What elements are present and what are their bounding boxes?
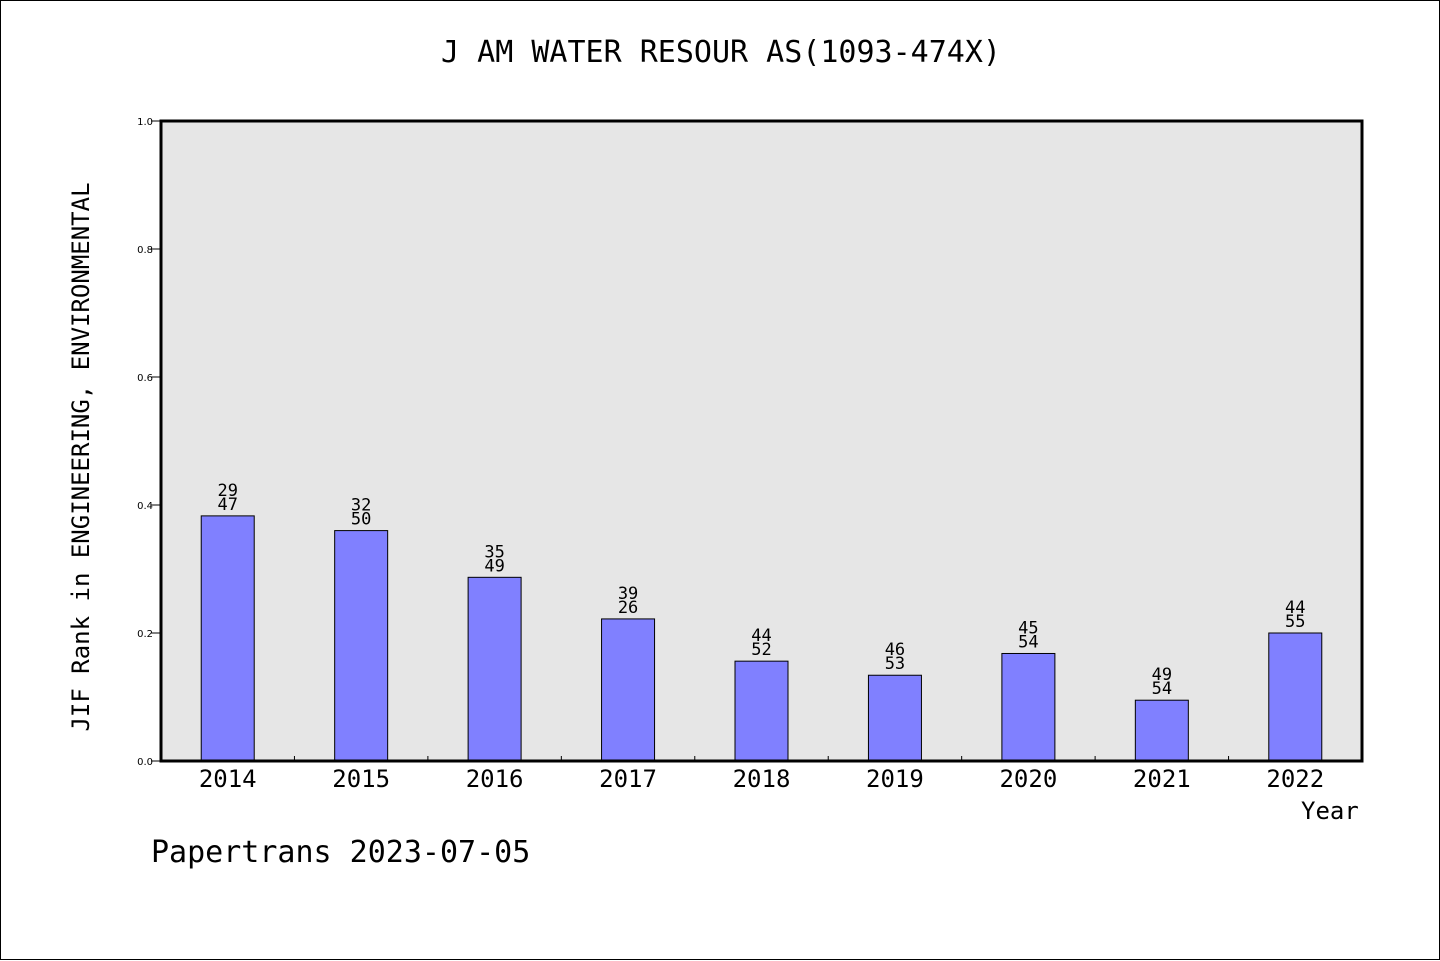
bar-label-top: 39 [618, 584, 638, 604]
bar-label-bottom: 50 [351, 510, 371, 530]
bar-label-top: 46 [885, 640, 905, 660]
bar-label-bottom: 53 [885, 654, 905, 674]
bar [867, 674, 922, 762]
bar-label-top: 29 [217, 481, 237, 501]
footer-credit: Papertrans 2023-07-05 [151, 835, 531, 870]
x-tick-label: 2020 [999, 765, 1057, 793]
x-tick-label: 2016 [466, 765, 524, 793]
bar [1268, 632, 1323, 762]
bar [734, 660, 789, 762]
x-tick-label: 2022 [1266, 765, 1324, 793]
y-tick-label: 0.6 [137, 373, 153, 384]
y-tick-label: 0.4 [137, 501, 153, 512]
bar-label-bottom: 54 [1152, 679, 1172, 699]
x-tick-label: 2018 [733, 765, 791, 793]
bar [334, 530, 389, 762]
x-tick-label: 2017 [599, 765, 657, 793]
bar-label-top: 44 [1285, 598, 1305, 618]
bar-label-top: 45 [1018, 618, 1038, 638]
bar [1134, 699, 1189, 762]
plot-border [159, 119, 1364, 763]
bar [200, 515, 255, 762]
bar-label-bottom: 55 [1285, 612, 1305, 632]
bar-label-bottom: 54 [1018, 632, 1038, 652]
y-tick-label: 0.8 [137, 245, 153, 256]
bar-label-top: 44 [751, 626, 771, 646]
chart-title: J AM WATER RESOUR AS(1093-474X) [441, 35, 1001, 70]
y-tick-label: 1.0 [137, 117, 153, 128]
bar-label-bottom: 26 [618, 598, 638, 618]
bar-label-bottom: 49 [484, 556, 504, 576]
x-tick-label: 2015 [332, 765, 390, 793]
y-tick-label: 0.0 [137, 757, 153, 768]
bar-label-bottom: 52 [751, 640, 771, 660]
x-tick-label: 2019 [866, 765, 924, 793]
x-axis-label: Year [1301, 797, 1359, 825]
bar-label-top: 49 [1152, 665, 1172, 685]
bar [467, 576, 522, 762]
x-tick-label: 2014 [199, 765, 257, 793]
bar [1001, 652, 1056, 762]
x-tick-label: 2021 [1133, 765, 1191, 793]
bar [601, 618, 656, 762]
y-tick-label: 0.2 [137, 629, 153, 640]
bar-label-top: 35 [484, 542, 504, 562]
bar-label-bottom: 47 [217, 495, 237, 515]
bar-label-top: 32 [351, 496, 371, 516]
